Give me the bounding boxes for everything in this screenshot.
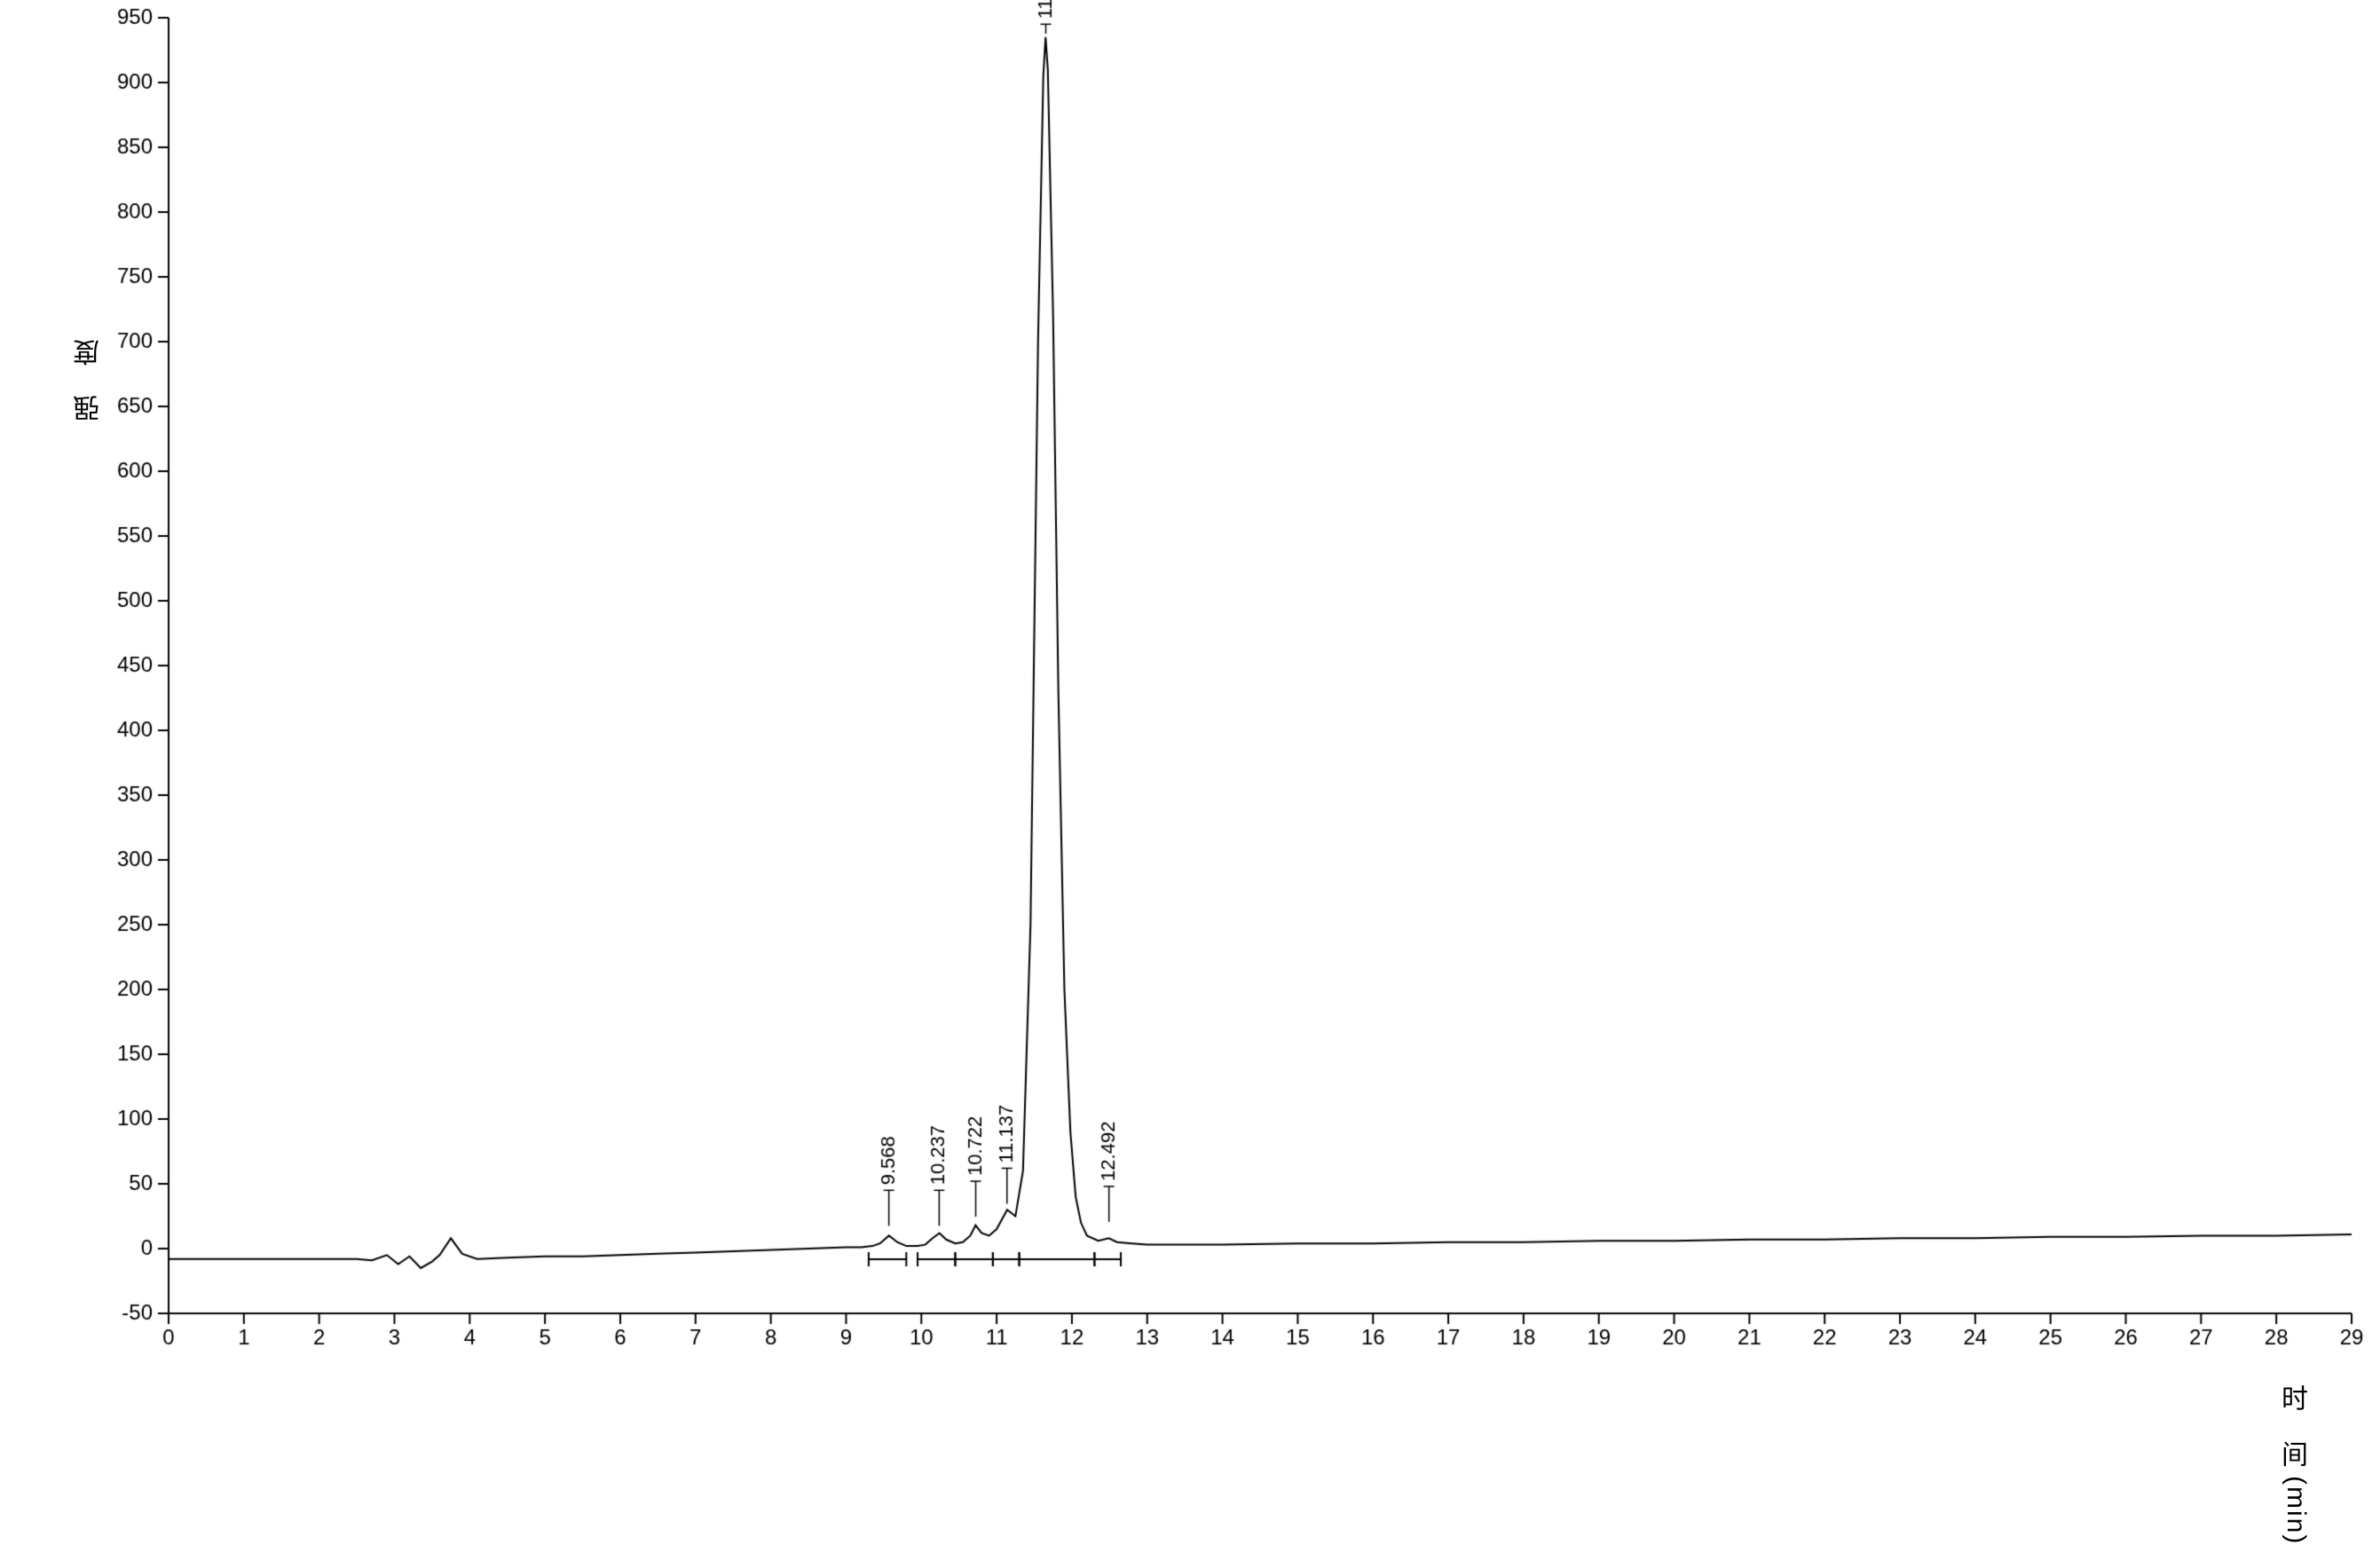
y-axis-label-text: 强 度 (75, 337, 104, 422)
chromatogram-chart (0, 0, 2380, 1530)
page: 强 度 时 间 (min) (0, 0, 2380, 1530)
y-axis-label: 强 度 (40, 337, 139, 458)
x-axis-label-line-2: (min) (2272, 1476, 2311, 1545)
x-axis-label: 时 间 (min) (2272, 1384, 2311, 1545)
x-axis-label-line-1: 时 间 (2272, 1384, 2311, 1469)
